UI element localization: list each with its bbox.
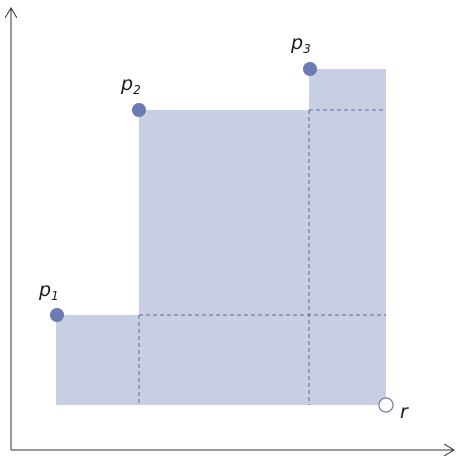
label-p2: p2	[120, 73, 141, 97]
label-r: r	[400, 401, 409, 423]
reference-point-r	[378, 397, 394, 413]
region-box-p3	[309, 69, 386, 405]
point-p3	[303, 62, 317, 76]
point-p1	[50, 308, 64, 322]
label-p3: p3	[290, 32, 311, 56]
point-p2	[132, 103, 146, 117]
label-p1: p1	[38, 279, 59, 303]
